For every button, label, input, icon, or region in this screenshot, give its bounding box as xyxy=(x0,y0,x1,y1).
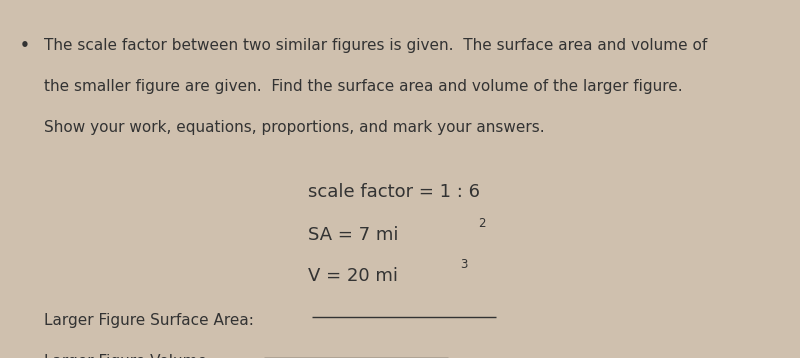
Text: Show your work, equations, proportions, and mark your answers.: Show your work, equations, proportions, … xyxy=(44,120,545,135)
Text: scale factor = 1 : 6: scale factor = 1 : 6 xyxy=(308,183,480,200)
Text: •: • xyxy=(20,38,30,53)
Text: V = 20 mi: V = 20 mi xyxy=(308,267,398,285)
Text: The scale factor between two similar figures is given.  The surface area and vol: The scale factor between two similar fig… xyxy=(44,38,707,53)
Text: Larger Figure Surface Area:: Larger Figure Surface Area: xyxy=(44,313,254,328)
Text: 3: 3 xyxy=(460,258,467,271)
Text: 2: 2 xyxy=(478,217,486,229)
Text: SA = 7 mi: SA = 7 mi xyxy=(308,226,398,243)
Text: the smaller figure are given.  Find the surface area and volume of the larger fi: the smaller figure are given. Find the s… xyxy=(44,79,682,94)
Text: Larger Figure Volume:: Larger Figure Volume: xyxy=(44,354,212,358)
